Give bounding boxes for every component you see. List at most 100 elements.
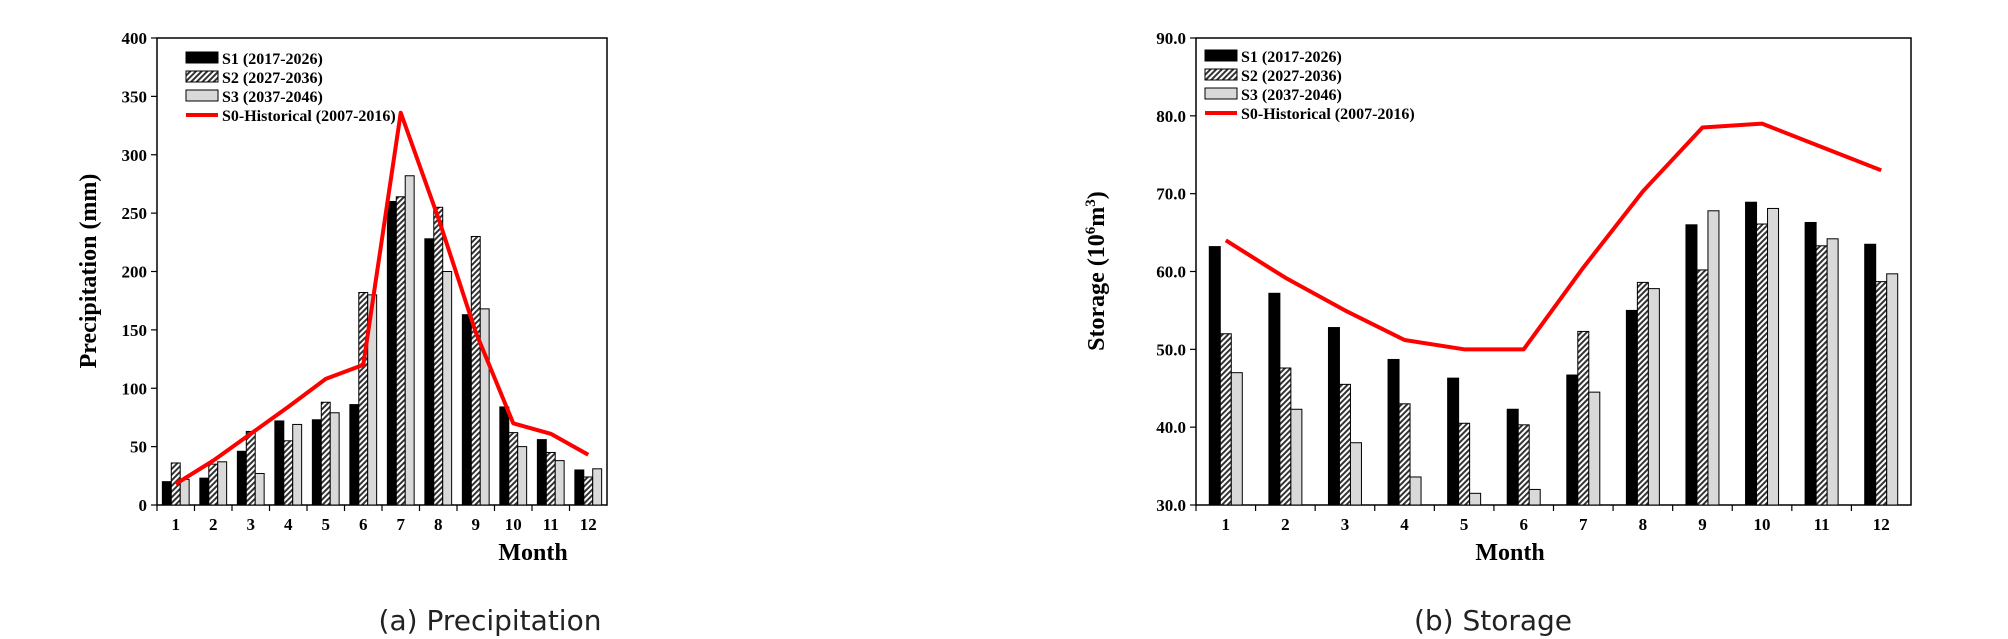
bar-s1 bbox=[1208, 246, 1221, 506]
bar-s2 bbox=[1577, 330, 1590, 506]
bar-s2 bbox=[1458, 422, 1471, 506]
x-tick-label: 1 bbox=[1222, 515, 1231, 534]
bar-s3 bbox=[1230, 372, 1243, 506]
legend-label: S2 (2027-2036) bbox=[222, 70, 323, 87]
legend-swatch bbox=[1204, 49, 1238, 62]
y-tick-label: 60.0 bbox=[1156, 263, 1186, 282]
bar-s1 bbox=[1506, 408, 1519, 506]
bar-s3 bbox=[554, 460, 565, 506]
legend-label: S0-Historical (2007-2016) bbox=[1241, 106, 1415, 123]
legend: S1 (2017-2026) S2 (2027-2036) S3 (2037-204… bbox=[185, 51, 396, 125]
bar-s3 bbox=[1349, 442, 1362, 506]
y-axis-title: Precipitation (mm) bbox=[76, 174, 102, 369]
bar-s2 bbox=[508, 432, 519, 506]
bar-s2 bbox=[1636, 281, 1649, 506]
bar-s1 bbox=[1268, 292, 1281, 506]
bar-s2 bbox=[283, 440, 294, 506]
y-tick-label: 50 bbox=[130, 438, 147, 457]
bar-s2 bbox=[395, 196, 406, 506]
x-tick-label: 5 bbox=[322, 515, 331, 534]
x-tick-label: 3 bbox=[1341, 515, 1350, 534]
y-tick-label: 50.0 bbox=[1156, 340, 1186, 359]
x-tick-label: 4 bbox=[1400, 515, 1409, 534]
x-tick-label: 12 bbox=[1873, 515, 1890, 534]
x-tick-label: 6 bbox=[1519, 515, 1528, 534]
bar-s3 bbox=[254, 472, 265, 506]
bar-s1 bbox=[1625, 309, 1638, 506]
y-tick-label: 40.0 bbox=[1156, 418, 1186, 437]
y-tick-label: 150 bbox=[122, 321, 148, 340]
bar-s1 bbox=[1864, 243, 1877, 506]
x-tick-label: 10 bbox=[505, 515, 522, 534]
bar-s1 bbox=[461, 314, 472, 506]
y-tick-label: 400 bbox=[122, 29, 148, 48]
y-axis-title: Storage (106m3) bbox=[1083, 191, 1110, 351]
bar-s2 bbox=[1398, 403, 1411, 506]
bar-s2 bbox=[1696, 269, 1709, 506]
legend-label: S1 (2017-2026) bbox=[1241, 49, 1342, 66]
bar-s2 bbox=[1875, 281, 1888, 506]
x-tick-label: 9 bbox=[472, 515, 481, 534]
bar-s1 bbox=[1685, 224, 1698, 506]
bar-s2 bbox=[433, 206, 444, 506]
y-tick-label: 300 bbox=[122, 146, 148, 165]
bar-s2 bbox=[1279, 367, 1292, 506]
bar-s2 bbox=[583, 476, 594, 506]
x-tick-label: 10 bbox=[1754, 515, 1771, 534]
bar-s1 bbox=[536, 439, 547, 506]
bar-s1 bbox=[1745, 201, 1758, 506]
bar-s1 bbox=[1327, 327, 1340, 506]
bar-s3 bbox=[179, 478, 190, 506]
y-tick-label: 350 bbox=[122, 87, 148, 106]
y-tick-label: 250 bbox=[122, 204, 148, 223]
y-tick-label: 70.0 bbox=[1156, 185, 1186, 204]
bar-s3 bbox=[479, 308, 490, 506]
y-tick-label: 90.0 bbox=[1156, 29, 1186, 48]
legend-label: S3 (2037-2046) bbox=[1241, 87, 1342, 104]
legend-swatch bbox=[1204, 68, 1238, 81]
x-tick-label: 9 bbox=[1698, 515, 1707, 534]
caption: (a) Precipitation bbox=[379, 604, 602, 637]
x-tick-label: 5 bbox=[1460, 515, 1469, 534]
bar-s1 bbox=[349, 404, 360, 506]
y-tick-label: 100 bbox=[122, 379, 148, 398]
bar-s1 bbox=[1566, 374, 1579, 506]
bar-s1 bbox=[424, 238, 435, 506]
line-historical bbox=[1224, 121, 1882, 352]
bar-s2 bbox=[358, 292, 369, 506]
legend-label: S2 (2027-2036) bbox=[1241, 68, 1342, 85]
x-tick-label: 2 bbox=[1281, 515, 1290, 534]
bar-s2 bbox=[208, 463, 219, 506]
legend-label: S1 (2017-2026) bbox=[222, 51, 323, 68]
x-tick-label: 11 bbox=[1814, 515, 1830, 534]
x-tick-label: 8 bbox=[434, 515, 443, 534]
bar-s3 bbox=[442, 271, 453, 506]
x-tick-label: 11 bbox=[543, 515, 559, 534]
bar-s1 bbox=[1387, 358, 1400, 506]
x-axis-title: Month bbox=[1475, 540, 1544, 566]
bar-s3 bbox=[517, 446, 528, 506]
bar-s3 bbox=[404, 175, 415, 506]
bar-s1 bbox=[574, 469, 585, 506]
x-tick-label: 7 bbox=[397, 515, 406, 534]
bar-s3 bbox=[1707, 210, 1720, 506]
bar-s3 bbox=[1290, 408, 1303, 506]
bar-s3 bbox=[1767, 207, 1780, 506]
x-tick-label: 6 bbox=[359, 515, 368, 534]
legend-swatch bbox=[185, 70, 219, 83]
legend-swatch bbox=[185, 89, 219, 102]
bar-s3 bbox=[1886, 273, 1899, 506]
bar-s1 bbox=[199, 477, 210, 506]
bar-s3 bbox=[292, 423, 303, 506]
legend-swatch bbox=[185, 51, 219, 64]
bar-s2 bbox=[470, 235, 481, 506]
bar-s3 bbox=[1469, 492, 1482, 506]
bar-s3 bbox=[217, 461, 228, 506]
caption: (b) Storage bbox=[1414, 604, 1572, 637]
bar-s1 bbox=[236, 450, 247, 506]
bar-s3 bbox=[1528, 488, 1541, 506]
legend-swatch bbox=[1204, 87, 1238, 100]
x-tick-label: 3 bbox=[247, 515, 256, 534]
